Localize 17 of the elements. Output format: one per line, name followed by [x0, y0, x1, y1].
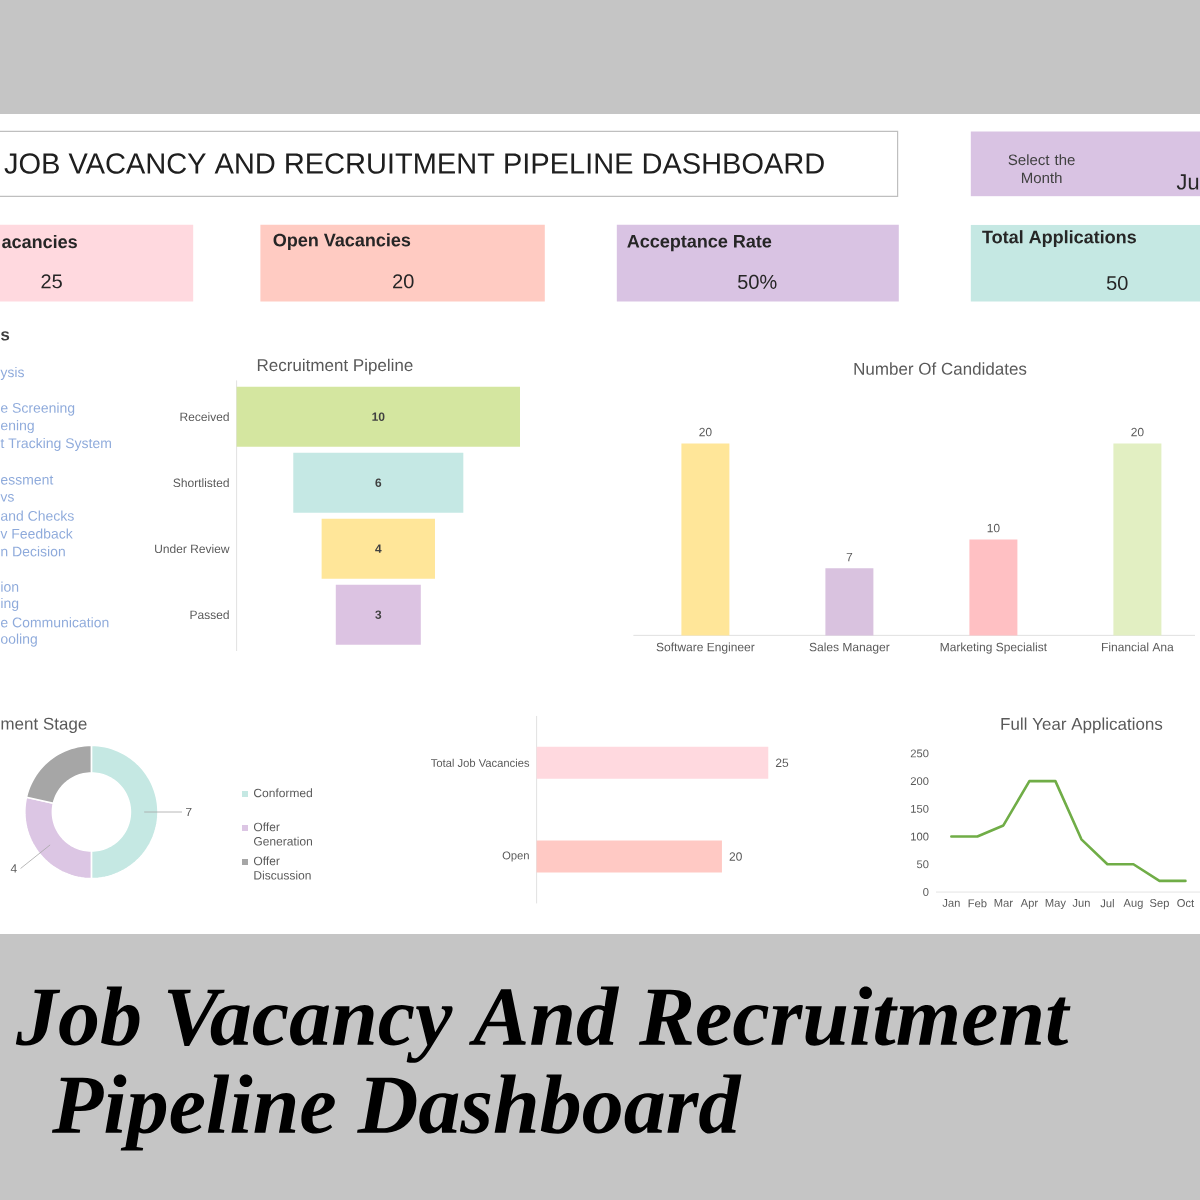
text: Acceptance Rate	[627, 235, 772, 252]
text: s	[1, 331, 10, 341]
text: 25	[41, 274, 62, 289]
text: JOB VACANCY AND RECRUITMENT PIPELINE DASHBOARD	[4, 153, 824, 174]
line-series	[950, 779, 1187, 883]
text: Job Vacancy And Recruitment Pipeline Dashboard	[15, 986, 1071, 1151]
chart-title: Full Year Applications	[1001, 717, 1163, 734]
text: Ju	[1176, 174, 1199, 190]
text: Total Applications	[982, 230, 1136, 247]
chart-title: Number Of Candidates	[854, 362, 1027, 375]
text: Recruitment Pipeline	[257, 358, 413, 375]
text: 50%	[738, 274, 777, 289]
text: Open Vacancies	[273, 233, 411, 250]
text: 50	[1106, 275, 1128, 291]
text: acancies	[2, 234, 77, 249]
chart-title: ment Stage	[1, 717, 87, 734]
text: 20	[393, 274, 414, 289]
